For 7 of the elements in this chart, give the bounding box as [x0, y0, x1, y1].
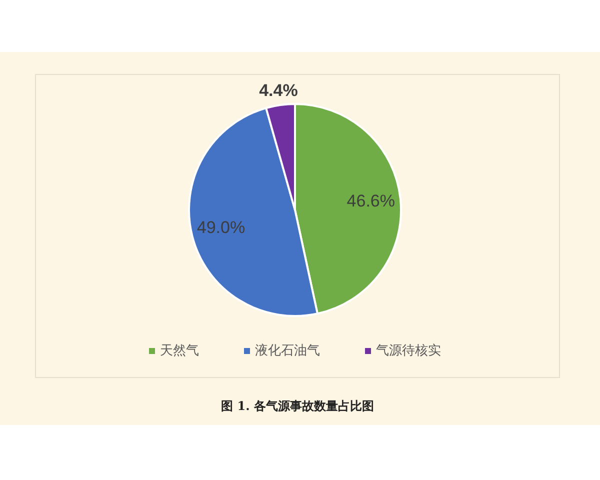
legend-label: 气源待核实	[376, 343, 441, 358]
legend-label: 液化石油气	[255, 343, 320, 358]
data-label: 49.0%	[196, 218, 246, 238]
legend-label: 天然气	[160, 343, 199, 358]
data-label: 4.4%	[259, 80, 298, 100]
data-label: 46.6%	[346, 192, 395, 211]
caption: 图 1. 各气源事故数量占比图	[220, 398, 375, 415]
